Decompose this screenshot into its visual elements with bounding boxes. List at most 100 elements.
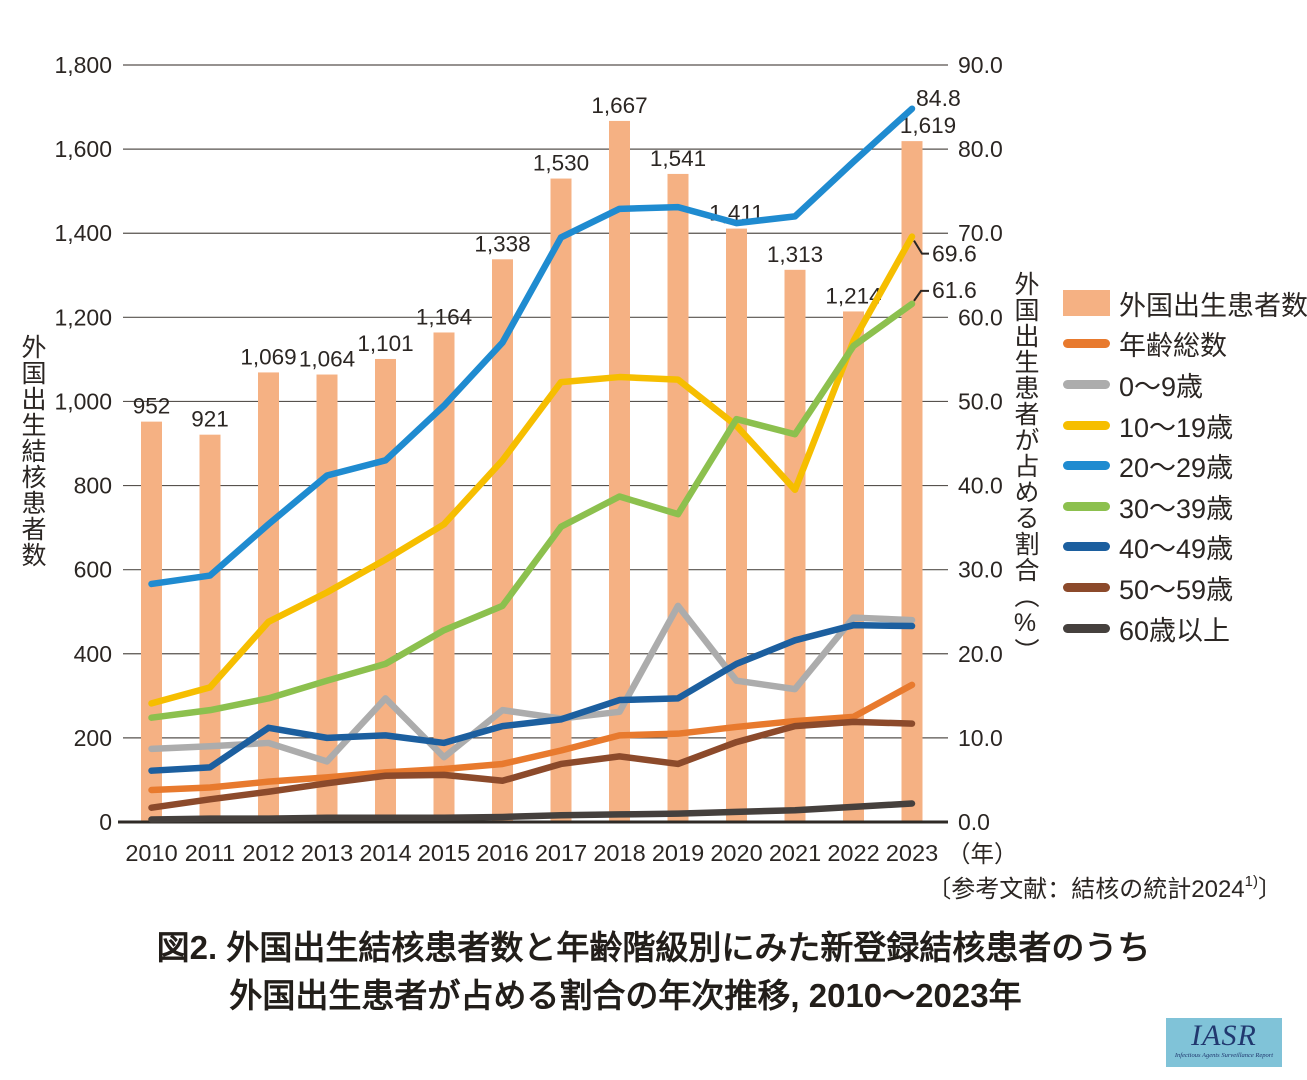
chart-canvas: 0 200 400 600 800 1,000 1,200 1,400 1,600 1,800 0.…	[54, 52, 1018, 867]
legend-item-foreign-born-patients: 外国出生患者数	[1063, 283, 1307, 324]
right-axis-unit: （%）	[1011, 583, 1039, 664]
left-axis-tick: 1,000	[54, 388, 112, 414]
reference-note: 〔参考文献：結核の統計20241)〕	[927, 869, 1282, 904]
legend-label-total: 年齢総数	[1119, 331, 1227, 362]
series-line-total	[148, 681, 916, 794]
bar-value-label: 1,338	[474, 231, 530, 256]
bar-2019	[667, 173, 689, 822]
right-axis-tick: 60.0	[958, 304, 1003, 330]
x-axis-year-label: 2012	[242, 840, 294, 866]
x-axis-year-label: 2023	[886, 840, 938, 866]
legend-swatch-total	[1063, 339, 1110, 349]
bar-2021	[784, 269, 806, 822]
bar-2016	[492, 259, 513, 823]
legend-swatch-age-30-39	[1063, 501, 1110, 511]
annotation-connector-61-6	[913, 289, 929, 302]
bar-2011	[199, 434, 221, 822]
legend-swatch-age-0-9	[1063, 379, 1110, 389]
bar-2012	[258, 372, 279, 822]
bar-2022	[843, 311, 864, 822]
bar-value-label: 952	[133, 394, 171, 419]
right-axis-tick: 30.0	[958, 557, 1003, 583]
legend-swatch-age-50-59	[1063, 582, 1110, 592]
series-line-age-50-59	[148, 718, 916, 811]
right-axis-tick: 80.0	[958, 136, 1003, 162]
bar-value-label: 921	[191, 407, 229, 432]
bar-2014	[375, 358, 396, 822]
right-axis-title-text: 外国出生患者が占める割合	[1011, 271, 1039, 583]
x-axis-year-label: 2018	[593, 840, 645, 866]
bar-2013	[316, 374, 338, 822]
legend-swatch-age-40-49	[1063, 542, 1110, 552]
legend-item-age-10-19: 10～19歳	[1063, 405, 1307, 446]
reference-text: 〔参考文献：結核の統計2024	[927, 876, 1245, 903]
left-axis-tick: 400	[74, 641, 112, 667]
bar-value-label: 1,164	[416, 304, 472, 329]
iasr-logo-subtext: Infectious Agents Surveillance Report	[1174, 1052, 1274, 1059]
bar-2010	[141, 421, 162, 822]
legend-item-age-40-49: 40～49歳	[1063, 527, 1307, 568]
series-line-age-20-29	[148, 105, 916, 588]
bar-value-label: 1,530	[533, 151, 589, 176]
right-axis-tick: 20.0	[958, 641, 1003, 667]
legend-label-age-40-49: 40～49歳	[1119, 534, 1234, 565]
left-axis-tick: 600	[74, 557, 112, 583]
legend-label-age-60plus: 60歳以上	[1119, 615, 1231, 646]
series-line-age-0-9	[148, 602, 916, 765]
x-axis-year-label: 2019	[652, 840, 704, 866]
legend-swatch-age-20-29	[1063, 461, 1110, 471]
bar-value-label: 1,619	[900, 113, 956, 138]
bar-2020	[726, 228, 747, 822]
figure-title-line2: 外国出生患者が占める割合の年次推移, 2010～2023年	[229, 977, 1022, 1014]
right-axis-tick: 70.0	[958, 220, 1003, 246]
legend-item-total: 年齢総数	[1063, 324, 1307, 365]
x-axis-year-label: 2016	[476, 840, 528, 866]
annotation-connector-69-6	[913, 240, 929, 255]
x-axis-year-label: 2015	[418, 840, 470, 866]
right-axis-tick: 90.0	[958, 52, 1003, 78]
left-axis-tick: 0	[99, 809, 112, 835]
x-axis-unit-label: （年）	[947, 841, 1018, 867]
series-line-age-40-49	[148, 621, 916, 774]
legend-label-age-0-9: 0～9歳	[1119, 371, 1204, 402]
bar-value-label: 1,313	[767, 242, 823, 267]
annotation-84-8: 84.8	[916, 85, 961, 111]
bar-value-label: 1,069	[240, 344, 296, 369]
x-axis-year-label: 2011	[185, 840, 236, 866]
x-axis-year-label: 2013	[301, 840, 353, 866]
bar-2015	[433, 332, 455, 822]
reference-superscript: 1)	[1244, 873, 1258, 890]
legend-item-age-0-9: 0～9歳	[1063, 364, 1307, 405]
bar-value-label: 1,667	[591, 93, 647, 118]
left-axis-tick: 1,800	[54, 52, 112, 78]
iasr-logo: IASR Infectious Agents Surveillance Repo…	[1166, 1018, 1282, 1067]
right-axis-tick: 10.0	[958, 725, 1003, 751]
x-axis-year-label: 2022	[827, 840, 879, 866]
right-axis-title: 外国出生患者が占める割合（%）	[1011, 271, 1039, 664]
left-axis-tick: 200	[74, 725, 112, 751]
x-axis-year-label: 2014	[359, 840, 411, 866]
series-line-age-60plus	[148, 800, 916, 823]
legend-label-foreign-born-patients: 外国出生患者数	[1119, 290, 1307, 321]
bar-value-label: 1,541	[650, 146, 706, 171]
figure-title-line1: 図2. 外国出生結核患者数と年齢階級別にみた新登録結核患者のうち	[156, 929, 1151, 966]
annotation-69-6: 69.6	[932, 241, 977, 267]
legend-item-age-20-29: 20～29歳	[1063, 445, 1307, 486]
bar-2017	[550, 178, 572, 823]
x-axis-year-label: 2020	[710, 840, 762, 866]
left-axis-tick: 1,200	[54, 304, 112, 330]
bar-value-label: 1,064	[299, 347, 355, 372]
legend-label-age-10-19: 10～19歳	[1119, 412, 1234, 443]
legend-swatch-foreign-born-patients	[1063, 290, 1110, 317]
bar-2018	[609, 120, 630, 822]
series-line-age-30-39	[148, 300, 916, 721]
left-axis-tick: 1,600	[54, 136, 112, 162]
series-line-age-10-19	[148, 233, 916, 707]
legend-swatch-age-60plus	[1063, 623, 1110, 633]
bar-value-label: 1,101	[357, 331, 413, 356]
right-axis-tick: 50.0	[958, 388, 1003, 414]
annotation-61-6: 61.6	[932, 277, 977, 303]
legend-label-age-20-29: 20～29歳	[1119, 453, 1234, 484]
left-axis-title: 外国出生結核患者数	[18, 334, 46, 568]
